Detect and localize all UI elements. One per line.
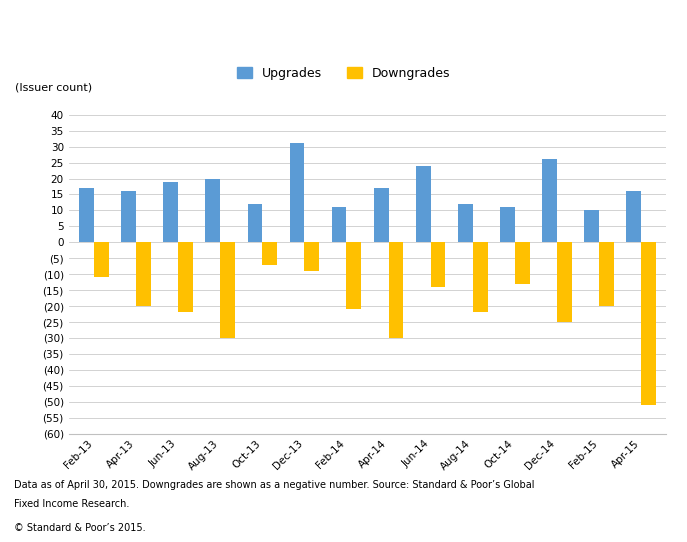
Bar <box>389 242 403 338</box>
Bar <box>262 242 277 264</box>
Bar <box>515 242 530 284</box>
Bar <box>458 204 473 242</box>
Bar <box>416 166 431 242</box>
Bar <box>178 242 193 312</box>
Bar <box>332 207 346 242</box>
Legend: Upgrades, Downgrades: Upgrades, Downgrades <box>232 62 455 85</box>
Text: © Standard & Poor’s 2015.: © Standard & Poor’s 2015. <box>14 523 146 533</box>
Bar <box>94 242 109 278</box>
Bar <box>221 242 235 338</box>
Bar <box>122 191 136 242</box>
Bar <box>542 159 557 242</box>
Bar <box>627 191 641 242</box>
Text: (Issuer count): (Issuer count) <box>15 82 92 92</box>
Text: Fixed Income Research.: Fixed Income Research. <box>14 499 129 509</box>
Bar <box>136 242 150 306</box>
Bar <box>290 144 304 242</box>
Bar <box>500 207 515 242</box>
Bar <box>374 188 389 242</box>
Bar <box>304 242 319 271</box>
Bar <box>557 242 572 322</box>
Bar <box>79 188 94 242</box>
Bar <box>247 204 262 242</box>
Bar <box>346 242 361 309</box>
Text: Data as of April 30, 2015. Downgrades are shown as a negative number. Source: St: Data as of April 30, 2015. Downgrades ar… <box>14 480 534 490</box>
Bar <box>585 210 599 242</box>
Text: Rating Actions On U.S.-Based Speculative-Grade Companies (Monthly): Rating Actions On U.S.-Based Speculative… <box>7 17 589 32</box>
Bar <box>473 242 488 312</box>
Bar <box>599 242 613 306</box>
Bar <box>641 242 656 405</box>
Bar <box>164 182 178 242</box>
Bar <box>431 242 445 287</box>
Bar <box>205 178 221 242</box>
